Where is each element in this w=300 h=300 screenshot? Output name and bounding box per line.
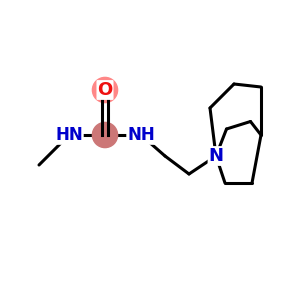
Text: NH: NH	[127, 126, 155, 144]
Text: N: N	[208, 147, 224, 165]
Text: O: O	[98, 81, 112, 99]
Circle shape	[92, 77, 118, 103]
Circle shape	[92, 122, 118, 148]
Text: HN: HN	[55, 126, 83, 144]
